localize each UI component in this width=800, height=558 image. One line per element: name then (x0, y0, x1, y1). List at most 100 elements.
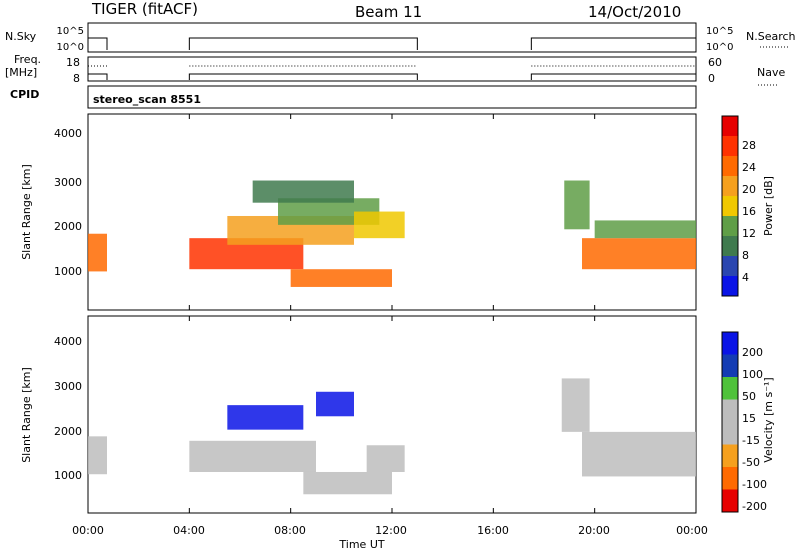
velocity-ytick-4000: 4000 (54, 335, 82, 348)
freq-label: Freq. (14, 53, 41, 66)
power-bar-swatch-8 (722, 276, 738, 297)
power-bar-swatch-2 (722, 156, 738, 177)
nsky-segment-2 (530, 37, 697, 50)
power-bar-swatch-6 (722, 236, 738, 257)
nave-label: Nave (757, 66, 785, 79)
velocity-region-3 (316, 391, 354, 417)
vel-bar-tick-200: 200 (742, 346, 763, 359)
power-bar-swatch-4 (722, 196, 738, 217)
nsky-segment-1 (188, 37, 418, 50)
vel-bar-tick-m15: -15 (742, 434, 760, 447)
power-bar-swatch-5 (722, 216, 738, 237)
vel-bar-swatch-2 (722, 377, 738, 400)
power-region-4 (252, 180, 354, 203)
power-bar-swatch-7 (722, 256, 738, 277)
cpid-label: CPID (10, 88, 39, 101)
power-region-9 (594, 220, 696, 239)
x-ticks: 00:00 04:00 08:00 12:00 16:00 20:00 00:0… (72, 524, 708, 537)
power-ylabel: Slant Range [km] (20, 164, 33, 260)
power-bar-tick-12: 12 (742, 227, 756, 240)
power-region-8 (582, 238, 696, 270)
velocity-ytick-1000: 1000 (54, 469, 82, 482)
x-axis-label: Time UT (338, 538, 384, 551)
freq-tick-bottom: 8 (73, 72, 80, 85)
xtick-0800: 08:00 (274, 524, 306, 537)
power-ytick-2000: 2000 (54, 220, 82, 233)
station-title: TIGER (fitACF) (91, 0, 198, 18)
vel-bar-swatch-1 (722, 354, 738, 378)
vel-bar-swatch-5 (722, 444, 738, 468)
nsky-series (87, 37, 697, 50)
power-bar-frame (721, 115, 739, 297)
nave-tick-top: 60 (708, 56, 722, 69)
power-y-ticks: 4000 3000 2000 1000 (54, 127, 82, 278)
vel-bar-tick-m100: -100 (742, 478, 767, 491)
vel-bar-swatch-3 (722, 399, 738, 423)
velocity-region-5 (366, 445, 405, 472)
date-title: 14/Oct/2010 (588, 3, 681, 21)
vel-bar-tick-15: 15 (742, 412, 756, 425)
power-bar-swatch-0 (722, 116, 738, 137)
velocity-bar-label: Velocity [m s⁻¹] (762, 377, 775, 462)
nsearch-tick-bottom: 10^0 (706, 42, 733, 53)
vel-bar-tick-m200: -200 (742, 500, 767, 513)
vel-bar-tick-50: 50 (742, 390, 756, 403)
velocity-colorbar (721, 331, 739, 513)
power-region-0 (88, 233, 107, 272)
freq-panel (87, 56, 697, 82)
xtick-1200: 12:00 (375, 524, 407, 537)
velocity-ylabel: Slant Range [km] (20, 367, 33, 463)
power-bar-tick-16: 16 (742, 205, 756, 218)
power-ytick-1000: 1000 (54, 265, 82, 278)
mhz-label: [MHz] (5, 66, 37, 79)
power-ytick-4000: 4000 (54, 127, 82, 140)
nsky-tick-top: 10^5 (57, 26, 84, 37)
power-region-5 (290, 269, 392, 287)
cpid-text: stereo_scan 8551 (93, 93, 201, 106)
freq-series (87, 65, 697, 80)
vel-bar-swatch-6 (722, 467, 738, 490)
velocity-region-1 (189, 440, 316, 472)
nave-tick-bottom: 0 (708, 72, 715, 85)
nsearch-label: N.Search (746, 30, 796, 43)
power-bar-swatch-3 (722, 176, 738, 197)
freq-segment-1 (188, 73, 418, 80)
power-colorbar (721, 115, 739, 297)
freq-segment-0 (87, 73, 108, 80)
power-bar-tick-4: 4 (742, 271, 749, 284)
xtick-1600: 16:00 (477, 524, 509, 537)
freq-tick-top: 18 (66, 56, 80, 69)
velocity-region-0 (88, 436, 107, 475)
velocity-ytick-2000: 2000 (54, 425, 82, 438)
vel-bar-swatch-4 (722, 422, 738, 445)
vel-bar-frame (721, 331, 739, 513)
beam-title: Beam 11 (355, 3, 422, 21)
xtick-2400: 00:00 (676, 524, 708, 537)
velocity-colorbar-ticks: 200 100 50 15 -15 -50 -100 -200 (742, 346, 767, 513)
xtick-2000: 20:00 (578, 524, 610, 537)
power-region-6 (354, 211, 405, 239)
vel-bar-tick-100: 100 (742, 368, 763, 381)
power-bar-tick-24: 24 (742, 161, 756, 174)
xtick-0400: 04:00 (173, 524, 205, 537)
power-bar-label: Power [dB] (762, 176, 775, 236)
velocity-region-7 (582, 431, 696, 477)
velocity-ytick-3000: 3000 (54, 380, 82, 393)
power-cells (87, 114, 697, 310)
power-bar-swatch-1 (722, 136, 738, 157)
vel-bar-tick-m50: -50 (742, 456, 760, 469)
power-colorbar-ticks: 28 24 20 16 12 8 4 (742, 139, 756, 284)
power-region-7 (564, 180, 590, 230)
velocity-y-ticks: 4000 3000 2000 1000 (54, 335, 82, 482)
nsky-label: N.Sky (5, 30, 37, 43)
power-bar-tick-28: 28 (742, 139, 756, 152)
velocity-cells (87, 316, 697, 513)
power-bar-tick-20: 20 (742, 183, 756, 196)
nsky-tick-bottom: 10^0 (57, 42, 84, 53)
power-ytick-3000: 3000 (54, 176, 82, 189)
cpid-panel (87, 85, 697, 109)
vel-bar-swatch-7 (722, 489, 738, 513)
velocity-region-2 (227, 405, 304, 430)
nsearch-tick-top: 10^5 (706, 26, 733, 37)
